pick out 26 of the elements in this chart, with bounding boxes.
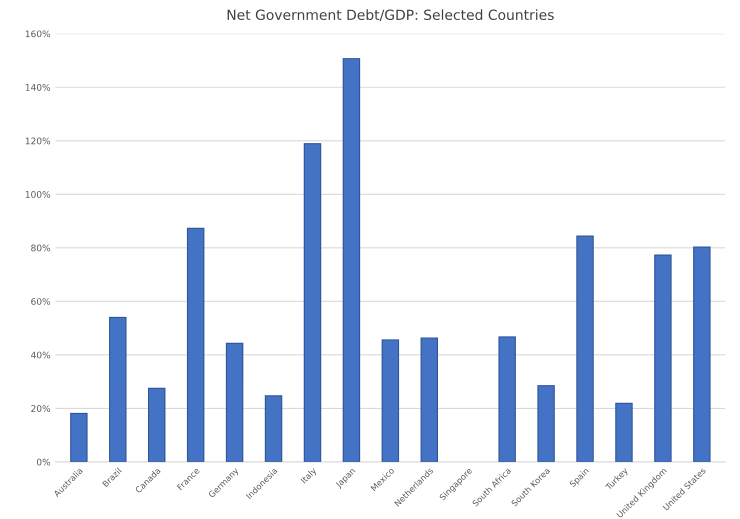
bar: [70, 412, 88, 462]
y-tick-label: 60%: [31, 298, 50, 305]
bar: [382, 339, 400, 462]
bar: [186, 228, 204, 462]
y-tick-label: 140%: [26, 84, 50, 91]
y-tick-label: 160%: [26, 30, 50, 38]
bar: [654, 254, 672, 462]
y-tick-label: 40%: [31, 352, 50, 358]
y-tick-label: 100%: [26, 191, 50, 198]
bar: [342, 58, 360, 462]
y-tick-label: 80%: [31, 244, 50, 252]
bar: [576, 235, 594, 462]
bar: [109, 316, 127, 462]
y-tick-label: 0%: [36, 458, 50, 466]
bar: [615, 402, 633, 462]
bar: [420, 337, 438, 462]
bar: [498, 336, 516, 462]
bar: [264, 395, 282, 462]
bar: [226, 342, 244, 462]
chart-title: Net Government Debt/GDP: Selected Countries: [228, 9, 554, 22]
y-tick-label: 20%: [31, 405, 50, 412]
bar: [304, 143, 322, 462]
bar: [693, 246, 711, 462]
y-tick-label: 120%: [26, 138, 50, 144]
bar: [148, 388, 166, 462]
bar: [537, 385, 555, 462]
